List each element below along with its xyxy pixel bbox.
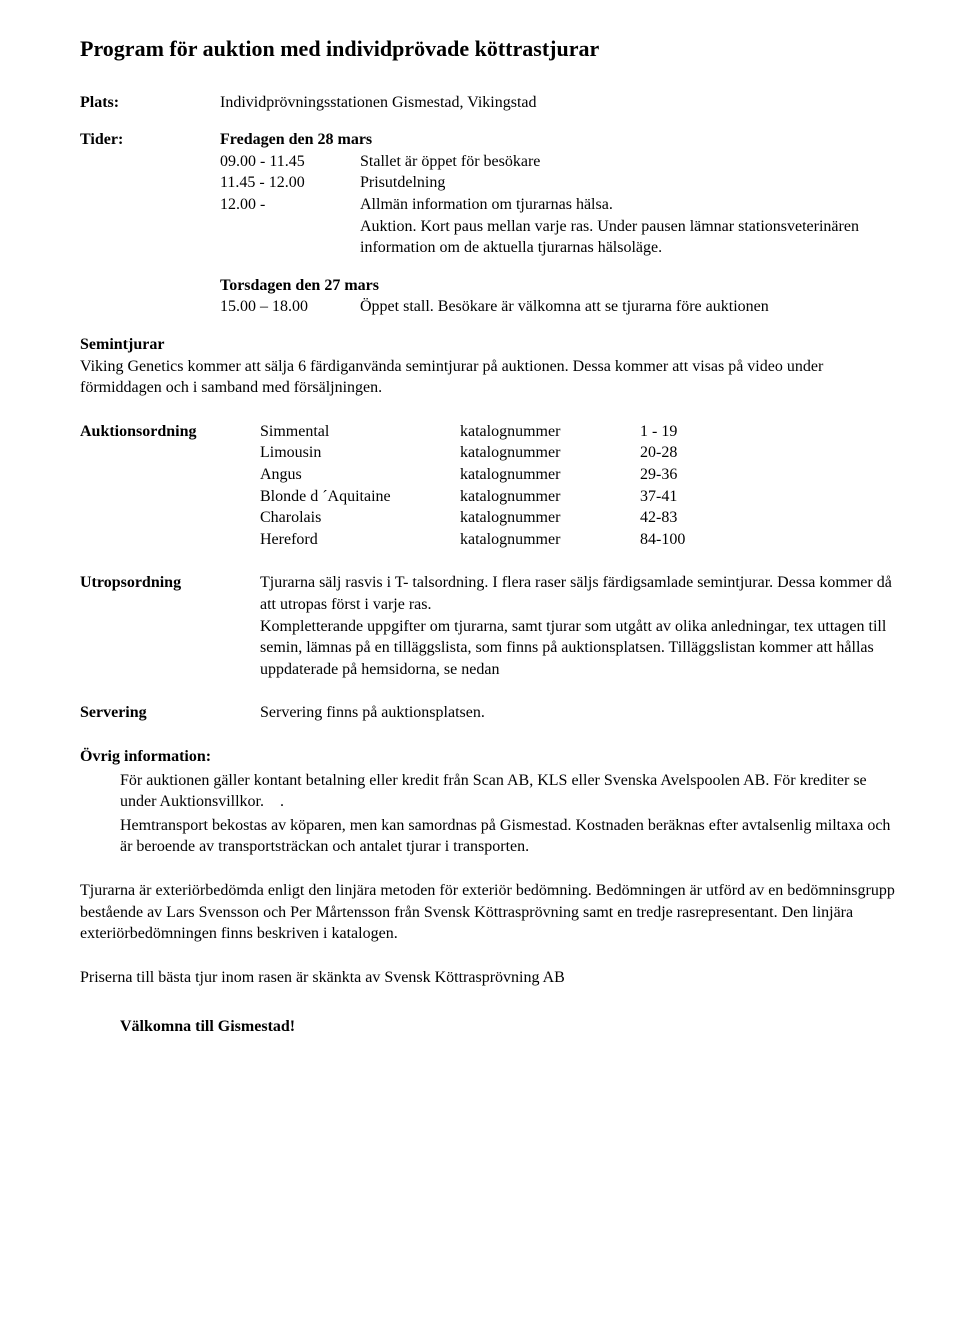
auktion-row: Blonde d ´Aquitaine katalognummer 37-41 — [80, 486, 898, 508]
breed: Charolais — [260, 507, 460, 529]
komplettering-text: Kompletterande uppgifter om tjurarna, sa… — [260, 616, 898, 681]
priser-text: Priserna till bästa tjur inom rasen är s… — [80, 967, 898, 989]
auktionsordning-label: Auktionsordning — [80, 421, 260, 443]
breed: Blonde d ´Aquitaine — [260, 486, 460, 508]
day1-heading: Fredagen den 28 mars — [220, 129, 898, 151]
sched-desc: Prisutdelning — [360, 172, 898, 194]
semintjurar-heading: Semintjurar — [80, 334, 898, 356]
breed-range: 20-28 — [640, 442, 740, 464]
utropsordning-body: Tjurarna sälj rasvis i T- talsordning. I… — [260, 572, 898, 680]
auktion-row: Hereford katalognummer 84-100 — [80, 529, 898, 551]
sched-row: 11.45 - 12.00 Prisutdelning — [220, 172, 898, 194]
auktion-row: Limousin katalognummer 20-28 — [80, 442, 898, 464]
plats-label-text: Plats — [80, 94, 114, 111]
breed: Limousin — [260, 442, 460, 464]
page-title: Program för auktion med individprövade k… — [80, 34, 898, 64]
sched-desc: Öppet stall. Besökare är välkomna att se… — [360, 296, 898, 318]
auktion-spacer — [80, 464, 260, 486]
sched-time: 15.00 – 18.00 — [220, 296, 360, 318]
tider-note: Auktion. Kort paus mellan varje ras. Und… — [360, 216, 898, 259]
sched-row: 15.00 – 18.00 Öppet stall. Besökare är v… — [220, 296, 898, 318]
auktion-spacer — [80, 529, 260, 551]
breed-range: 1 - 19 — [640, 421, 740, 443]
breed: Simmental — [260, 421, 460, 443]
katalog-word: katalognummer — [460, 486, 640, 508]
auktionsordning-block: Auktionsordning Simmental katalognummer … — [80, 421, 898, 551]
sched-time: 09.00 - 11.45 — [220, 151, 360, 173]
ovrig-p2: Hemtransport bekostas av köparen, men ka… — [120, 815, 898, 858]
sched-row: 12.00 - Allmän information om tjurarnas … — [220, 194, 898, 216]
sched-desc: Stallet är öppet för besökare — [360, 151, 898, 173]
day2-spacer — [80, 275, 220, 318]
katalog-word: katalognummer — [460, 421, 640, 443]
tider-body: Fredagen den 28 mars 09.00 - 11.45 Stall… — [220, 129, 898, 215]
ovrig-label: Övrig information: — [80, 746, 898, 768]
day2-row: Torsdagen den 27 mars 15.00 – 18.00 Öppe… — [80, 275, 898, 318]
semintjurar-text: Viking Genetics kommer att sälja 6 färdi… — [80, 356, 898, 399]
semintjurar-block: Semintjurar Viking Genetics kommer att s… — [80, 334, 898, 399]
breed: Hereford — [260, 529, 460, 551]
auktion-spacer — [80, 507, 260, 529]
day2-body: Torsdagen den 27 mars 15.00 – 18.00 Öppe… — [220, 275, 898, 318]
auktion-row: Auktionsordning Simmental katalognummer … — [80, 421, 898, 443]
plats-label: Plats: — [80, 92, 220, 114]
breed: Angus — [260, 464, 460, 486]
sched-time: 11.45 - 12.00 — [220, 172, 360, 194]
auktion-row: Charolais katalognummer 42-83 — [80, 507, 898, 529]
auktion-spacer — [80, 486, 260, 508]
sched-row: 09.00 - 11.45 Stallet är öppet för besök… — [220, 151, 898, 173]
sched-time: 12.00 - — [220, 194, 360, 216]
utropsordning-label: Utropsordning — [80, 572, 260, 680]
auktion-row: Angus katalognummer 29-36 — [80, 464, 898, 486]
tider-label: Tider: — [80, 129, 220, 215]
bedomning-text: Tjurarna är exteriörbedömda enligt den l… — [80, 880, 898, 945]
ovrig-p1: För auktionen gäller kontant betalning e… — [120, 770, 898, 813]
katalog-word: katalognummer — [460, 464, 640, 486]
katalog-word: katalognummer — [460, 442, 640, 464]
plats-value: Individprövningsstationen Gismestad, Vik… — [220, 92, 898, 114]
tider-label-text: Tider — [80, 131, 118, 148]
utropsordning-text: Tjurarna sälj rasvis i T- talsordning. I… — [260, 572, 898, 615]
breed-range: 37-41 — [640, 486, 740, 508]
katalog-word: katalognummer — [460, 507, 640, 529]
breed-range: 42-83 — [640, 507, 740, 529]
day2-heading: Torsdagen den 27 mars — [220, 275, 898, 297]
tider-row: Tider: Fredagen den 28 mars 09.00 - 11.4… — [80, 129, 898, 215]
katalog-word: katalognummer — [460, 529, 640, 551]
auktion-spacer — [80, 442, 260, 464]
sched-desc: Allmän information om tjurarnas hälsa. — [360, 194, 898, 216]
welcome-text: Välkomna till Gismestad! — [120, 1016, 898, 1038]
servering-text: Servering finns på auktionsplatsen. — [260, 702, 898, 724]
breed-range: 29-36 — [640, 464, 740, 486]
page: Program för auktion med individprövade k… — [0, 0, 960, 1319]
ovrig-block: Övrig information: För auktionen gäller … — [80, 746, 898, 858]
utropsordning-row: Utropsordning Tjurarna sälj rasvis i T- … — [80, 572, 898, 680]
servering-row: Servering Servering finns på auktionspla… — [80, 702, 898, 724]
plats-row: Plats: Individprövningsstationen Gismest… — [80, 92, 898, 114]
breed-range: 84-100 — [640, 529, 740, 551]
servering-label: Servering — [80, 702, 260, 724]
